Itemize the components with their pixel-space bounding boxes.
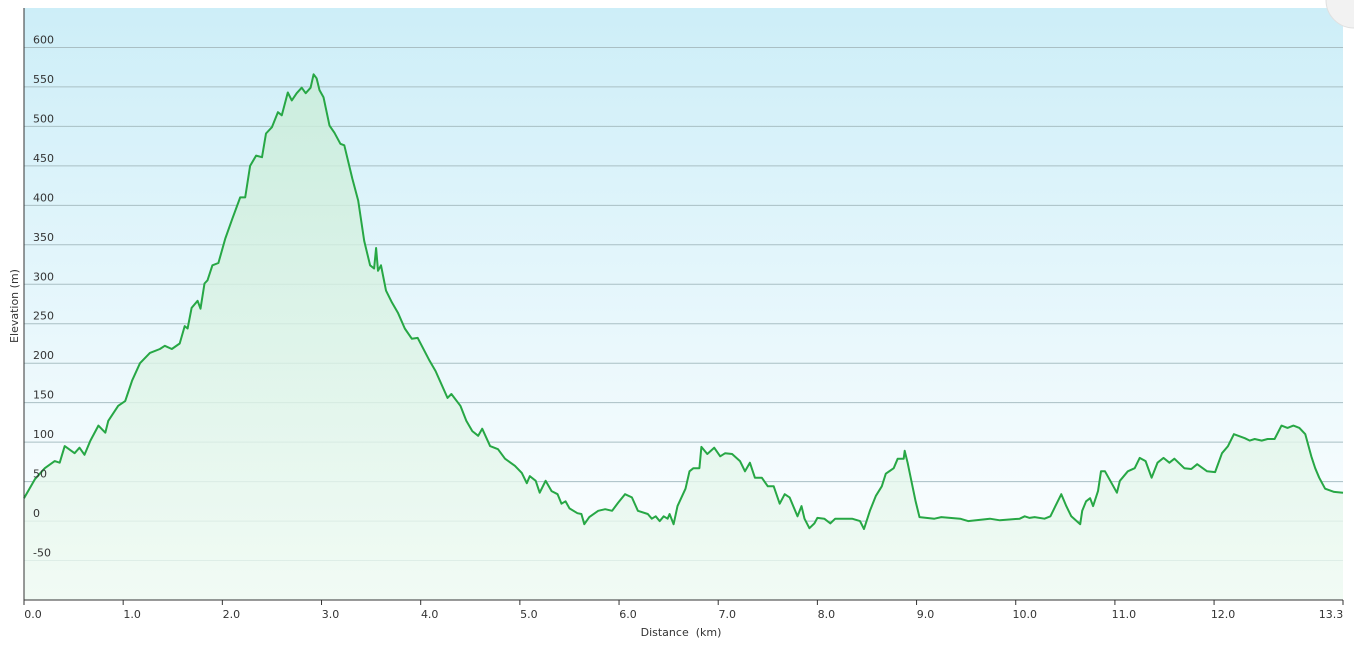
x-tick-label: 6.0 bbox=[619, 608, 637, 621]
corner-button bbox=[1325, 0, 1354, 29]
y-tick-label: 550 bbox=[33, 73, 54, 86]
x-tick-label: 8.0 bbox=[818, 608, 836, 621]
y-tick-label: 350 bbox=[33, 231, 54, 244]
x-tick-label: 2.0 bbox=[223, 608, 241, 621]
y-tick-label: 250 bbox=[33, 310, 54, 323]
x-tick-label: 5.0 bbox=[520, 608, 538, 621]
y-tick-label: 100 bbox=[33, 428, 54, 441]
y-tick-label: 150 bbox=[33, 389, 54, 402]
area-fill bbox=[24, 74, 1343, 601]
x-tick-label: 11.0 bbox=[1112, 608, 1137, 621]
y-tick-label: 400 bbox=[33, 191, 54, 204]
y-tick-label: 200 bbox=[33, 349, 54, 362]
x-tick-label: 13.3 bbox=[1319, 608, 1344, 621]
x-tick-label: 7.0 bbox=[718, 608, 736, 621]
x-axis-label: Distance (km) bbox=[641, 626, 722, 639]
y-tick-label: 500 bbox=[33, 112, 54, 125]
y-tick-label: 450 bbox=[33, 152, 54, 165]
elevation-line bbox=[23, 73, 1344, 530]
x-tick-label: 10.0 bbox=[1012, 608, 1037, 621]
y-axis-label: Elevation (m) bbox=[8, 269, 21, 343]
y-tick-label: -50 bbox=[33, 547, 51, 560]
x-tick-label: 0.0 bbox=[24, 608, 42, 621]
y-tick-label: 300 bbox=[33, 270, 54, 283]
y-tick-label: 0 bbox=[33, 507, 40, 520]
x-tick-label: 1.0 bbox=[123, 608, 141, 621]
y-tick-label: 600 bbox=[33, 33, 54, 46]
x-tick-label: 3.0 bbox=[322, 608, 340, 621]
x-tick-label: 4.0 bbox=[421, 608, 439, 621]
x-tick-label: 12.0 bbox=[1211, 608, 1236, 621]
x-tick-label: 9.0 bbox=[917, 608, 935, 621]
y-tick-label: 50 bbox=[33, 468, 47, 481]
